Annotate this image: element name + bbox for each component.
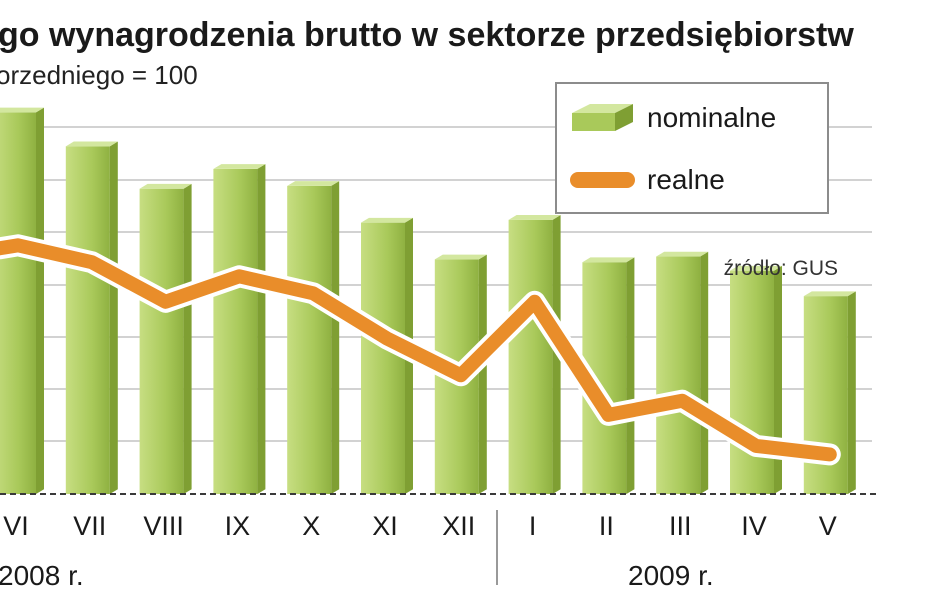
x-tick-I: I [529,511,537,541]
bar-VI [0,107,44,495]
bar-XI [361,217,413,494]
x-tick-IX: IX [225,511,251,541]
legend-label-realne: realne [647,164,725,195]
x-tick-X: X [302,511,320,541]
legend: nominalne realne [555,82,829,214]
bar-X [287,181,340,495]
x-tick-XII: XII [442,511,475,541]
year-label-2008: 2008 r. [0,560,84,591]
line-series-realne [0,234,841,466]
source-note: źródło: GUS [724,257,838,280]
bar-VII [65,141,118,494]
x-tick-IV: IV [741,511,767,541]
x-tick-XI: XI [372,511,398,541]
x-tick-II: II [599,511,614,541]
year-label-2009: 2009 r. [628,560,714,591]
chart-title: go wynagrodzenia brutto w sektorze przed… [0,16,854,54]
legend-swatch-nominalne [572,104,633,131]
x-tick-V: V [819,511,837,541]
x-tick-VI: VI [3,511,29,541]
x-tick-VIII: VIII [143,511,184,541]
bar-III [656,251,709,494]
x-tick-III: III [669,511,692,541]
bar-IV [730,265,782,494]
bar-I [508,215,561,494]
x-axis-ticks: VI VII VIII IX X XI XII I II III IV V [3,511,837,541]
bar-series-nominalne [0,107,856,495]
x-tick-VII: VII [73,511,106,541]
bar-IX [213,164,266,494]
bar-VIII [139,183,192,495]
chart-subtitle: orzedniego = 100 [0,60,198,90]
legend-label-nominalne: nominalne [647,102,776,133]
